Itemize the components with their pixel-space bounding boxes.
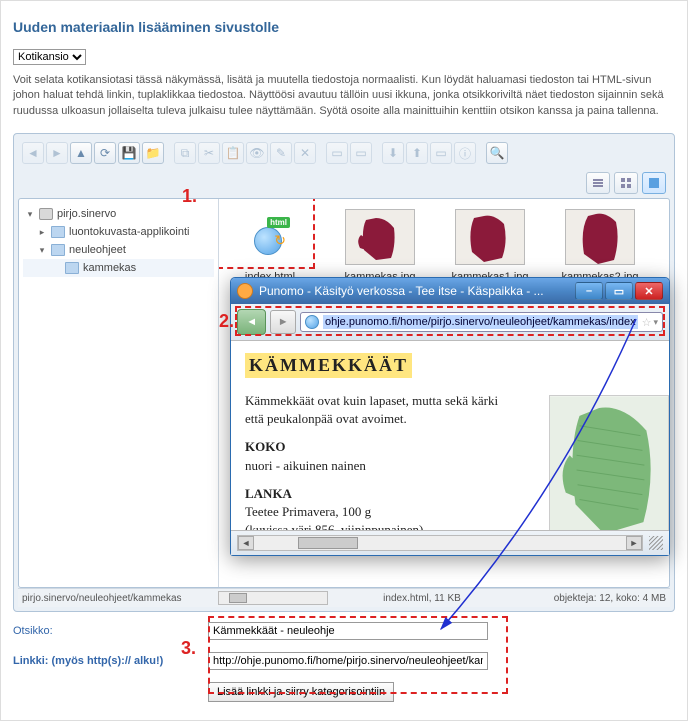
info-button[interactable]: ⓘ xyxy=(454,142,476,164)
url-text: ohje.punomo.fi/home/pirjo.sinervo/neuleo… xyxy=(323,315,638,329)
bookmark-icon[interactable]: ☆ xyxy=(642,316,652,329)
photo-thumb-icon xyxy=(566,210,635,265)
content-photo xyxy=(549,395,669,530)
preview-button[interactable]: 👁 xyxy=(246,142,268,164)
view-details-button[interactable] xyxy=(614,172,638,194)
tree-root[interactable]: ▾ pirjo.sinervo xyxy=(23,205,214,223)
minimize-button[interactable]: – xyxy=(575,282,603,300)
popup-title: Punomo - Käsityö verkossa - Tee itse - K… xyxy=(259,284,575,298)
nav-fwd-icon[interactable]: ► xyxy=(270,310,296,334)
download-button[interactable]: ⬇ xyxy=(382,142,404,164)
delete-button[interactable]: ✕ xyxy=(294,142,316,164)
linkki-input[interactable] xyxy=(208,652,488,670)
status-path: pirjo.sinervo/neuleohjeet/kammekas xyxy=(22,593,212,604)
tree-item-label: neuleohjeet xyxy=(69,244,126,256)
file-item-html[interactable]: html ↻ index.html xyxy=(225,209,315,283)
firefox-icon xyxy=(237,283,253,299)
refresh-button[interactable]: ⟳ xyxy=(94,142,116,164)
page-title: Uuden materiaalin lisääminen sivustolle xyxy=(13,13,675,49)
toolbar: ◄ ► ▲ ⟳ 💾 📁 ⧉ ✂ 📋 👁 ✎ ✕ ▭ ▭ ⬇ ⬆ ▭ ⓘ 🔍 xyxy=(18,138,670,168)
lanka-line1: Teetee Primavera, 100 g xyxy=(245,504,371,519)
folder-select[interactable]: Kotikansio xyxy=(13,49,86,65)
expand-icon[interactable]: ▾ xyxy=(25,209,35,220)
folder-button[interactable]: 📁 xyxy=(142,142,164,164)
folder-tree[interactable]: ▾ pirjo.sinervo ▸ luontokuvasta-applikoi… xyxy=(19,199,219,587)
extract-button[interactable]: ▭ xyxy=(350,142,372,164)
otsikko-label: Otsikko: xyxy=(13,625,208,637)
folder-icon xyxy=(51,226,65,238)
view-icons-button[interactable] xyxy=(642,172,666,194)
file-item-photo[interactable]: kammekas2.jpg xyxy=(555,209,645,283)
folder-icon xyxy=(51,244,65,256)
lanka-heading: LANKA xyxy=(245,486,292,501)
tree-item-label: luontokuvasta-applikointi xyxy=(69,226,189,238)
nav-back-icon[interactable]: ◄ xyxy=(237,309,266,335)
content-heading: KÄMMEKKÄÄT xyxy=(245,353,412,378)
close-button[interactable]: ✕ xyxy=(635,282,663,300)
dropdown-icon[interactable]: ▾ xyxy=(653,317,658,328)
popup-statusbar: ◄ ► xyxy=(231,530,669,555)
intro-text: Voit selata kotikansiotasi tässä näkymäs… xyxy=(13,73,675,119)
photo-thumb-icon xyxy=(456,210,525,265)
otsikko-input[interactable] xyxy=(208,622,488,640)
photo-thumb-icon xyxy=(346,210,415,265)
copy-button[interactable]: ⧉ xyxy=(174,142,196,164)
nav-up-button[interactable]: ▲ xyxy=(70,142,92,164)
edit-button[interactable]: ▭ xyxy=(430,142,452,164)
drive-icon xyxy=(39,208,53,220)
nav-fwd-button[interactable]: ► xyxy=(46,142,68,164)
lanka-line2: (kuvissa väri 856, viininpunainen) xyxy=(245,522,423,530)
archive-button[interactable]: ▭ xyxy=(326,142,348,164)
submit-button[interactable]: Lisää linkki ja siirry kategorisointiin xyxy=(208,682,394,702)
popup-content[interactable]: KÄMMEKKÄÄT Kämmekkäät ovat kuin lapaset,… xyxy=(231,340,669,530)
address-bar: ◄ ► ohje.punomo.fi/home/pirjo.sinervo/ne… xyxy=(231,304,669,340)
koko-text: nuori - aikuinen nainen xyxy=(245,458,366,473)
upload-button[interactable]: ⬆ xyxy=(406,142,428,164)
tree-item-label: kammekas xyxy=(83,262,136,274)
resize-grip-icon[interactable] xyxy=(649,536,663,550)
popup-titlebar[interactable]: Punomo - Käsityö verkossa - Tee itse - K… xyxy=(231,278,669,304)
cut-button[interactable]: ✂ xyxy=(198,142,220,164)
html-file-icon: html ↻ xyxy=(250,217,290,257)
save-button[interactable]: 💾 xyxy=(118,142,140,164)
expand-icon[interactable]: ▸ xyxy=(37,227,47,238)
browser-popup: Punomo - Käsityö verkossa - Tee itse - K… xyxy=(230,277,670,556)
tree-item[interactable]: ▾ neuleohjeet xyxy=(23,241,214,259)
linkki-label: Linkki: (myös http(s):// alku!) xyxy=(13,655,208,667)
tree-root-label: pirjo.sinervo xyxy=(57,208,116,220)
rename-button[interactable]: ✎ xyxy=(270,142,292,164)
search-button[interactable]: 🔍 xyxy=(486,142,508,164)
popup-hscrollbar[interactable]: ◄ ► xyxy=(237,535,643,551)
maximize-button[interactable]: ▭ xyxy=(605,282,633,300)
view-list-button[interactable] xyxy=(586,172,610,194)
status-file: index.html, 11 KB xyxy=(334,593,510,604)
folder-icon xyxy=(65,262,79,274)
content-intro: Kämmekkäät ovat kuin lapaset, mutta sekä… xyxy=(245,392,505,428)
status-scrollbar[interactable] xyxy=(218,591,328,605)
file-item-photo[interactable]: kammekas1.jpg xyxy=(445,209,535,283)
file-item-photo[interactable]: kammekas.jpg xyxy=(335,209,425,283)
paste-button[interactable]: 📋 xyxy=(222,142,244,164)
nav-back-button[interactable]: ◄ xyxy=(22,142,44,164)
tree-item-selected[interactable]: kammekas xyxy=(23,259,214,277)
status-objects: objekteja: 12, koko: 4 MB xyxy=(516,593,666,604)
tree-item[interactable]: ▸ luontokuvasta-applikointi xyxy=(23,223,214,241)
url-field[interactable]: ohje.punomo.fi/home/pirjo.sinervo/neuleo… xyxy=(300,312,663,332)
expand-icon[interactable]: ▾ xyxy=(37,245,47,256)
globe-icon xyxy=(305,315,319,329)
koko-heading: KOKO xyxy=(245,439,285,454)
